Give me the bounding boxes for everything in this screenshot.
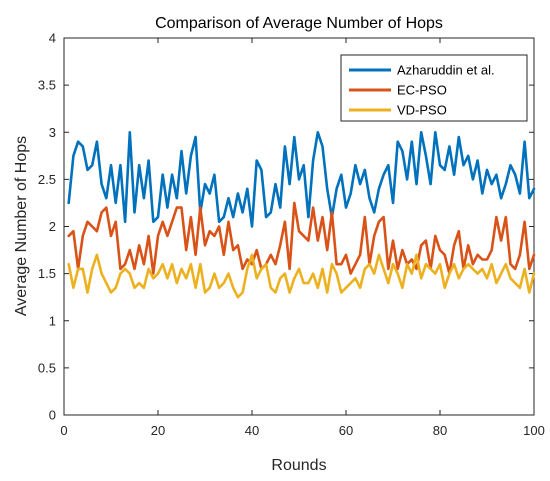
x-axis: 0 20 40 60 80 100 [60,38,545,438]
y-tick-label: 3.5 [38,78,56,93]
y-tick-label: 0 [49,408,56,423]
y-tick-label: 1 [49,313,56,328]
legend-label: VD-PSO [397,103,447,118]
x-tick-label: 20 [151,423,165,438]
y-tick-label: 4 [49,31,56,46]
legend: Azharuddin et al. EC-PSO VD-PSO [340,54,528,122]
series-line-2 [67,201,536,275]
y-axis-label: Average Number of Hops [13,136,30,316]
y-tick-label: 0.5 [38,360,56,375]
x-tick-label: 80 [433,423,447,438]
legend-label: EC-PSO [397,83,447,98]
x-tick-label: 100 [523,423,545,438]
series-line-1 [67,131,536,228]
x-tick-label: 60 [339,423,353,438]
chart-title: Comparison of Average Number of Hops [155,15,443,32]
y-axis: 0 0.5 1 1.5 2 2.5 3 3.5 4 [38,31,534,423]
series-line-3 [67,253,536,299]
y-tick-label: 3 [49,125,56,140]
y-tick-label: 2.5 [38,172,56,187]
x-tick-label: 40 [245,423,259,438]
x-tick-label: 0 [60,423,67,438]
series-group [67,131,536,299]
legend-label: Azharuddin et al. [397,63,495,78]
y-tick-label: 1.5 [38,266,56,281]
x-axis-label: Rounds [271,457,326,474]
y-tick-label: 2 [49,219,56,234]
